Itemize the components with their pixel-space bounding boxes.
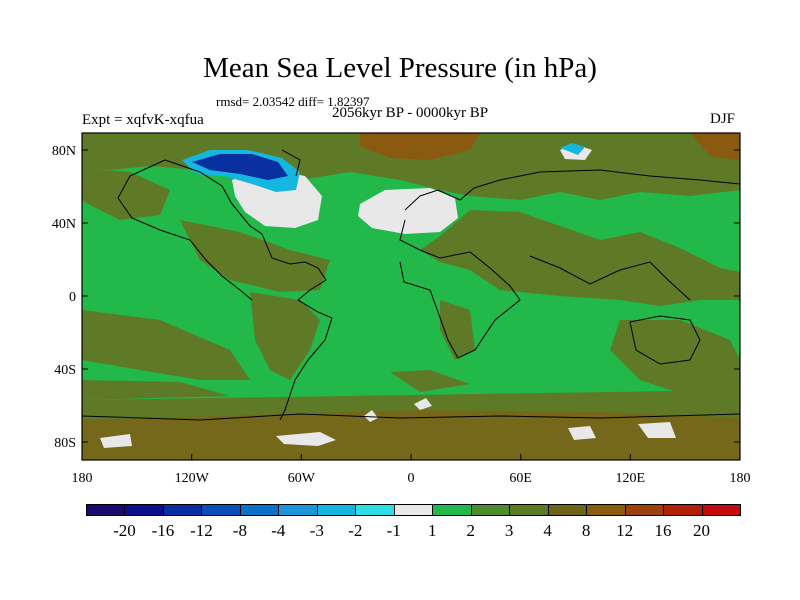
season-label: DJF: [710, 111, 736, 127]
negative-anomaly-regions: [182, 143, 585, 192]
colorbar-label: -3: [309, 521, 324, 540]
x-axis-labels: 180 120W 60W 0 60E 120E 180: [72, 471, 751, 486]
colorbar-label: 16: [654, 521, 672, 540]
colorbar-label: -2: [348, 521, 363, 540]
period-label: 2056kyr BP - 0000kyr BP: [331, 105, 489, 121]
experiment-label: Expt = xqfvK-xqfua: [82, 112, 204, 128]
x-tick-label: 0: [408, 471, 415, 486]
colorbar-swatch: [316, 504, 357, 516]
y-tick-label: 40N: [52, 217, 76, 232]
colorbar-label: 4: [543, 521, 552, 540]
colorbar-swatch: [201, 504, 241, 516]
colorbar-label: 8: [581, 521, 591, 540]
colorbar-label: -16: [151, 521, 175, 540]
x-axis-ticks: [81, 454, 741, 460]
coastlines: [82, 149, 740, 421]
x-tick-label: 60W: [288, 471, 316, 486]
near-zero-regions: [100, 144, 676, 448]
colorbar-label: -4: [271, 521, 286, 540]
colorbar-swatch: [355, 504, 395, 516]
x-tick-label: 120W: [175, 471, 210, 486]
colorbar-swatch: [162, 504, 203, 516]
colorbar-swatch: [509, 504, 549, 516]
y-tick-label: 40S: [54, 363, 76, 378]
stats-label: rmsd= 2.03542 diff= 1.82397: [216, 94, 370, 109]
colorbar-swatch: [239, 504, 280, 516]
colorbar-swatch: [393, 504, 434, 516]
colorbar-swatch: [432, 504, 472, 516]
colorbar-swatch: [663, 504, 703, 516]
colorbar-label: 20: [693, 521, 711, 540]
colorbar-swatch: [586, 504, 626, 516]
colorbar-label: -1: [386, 521, 401, 540]
colorbar-label: -8: [232, 521, 247, 540]
colorbar-label: -20: [113, 521, 136, 540]
colorbar-swatch: [547, 504, 588, 516]
map-plot-area: [82, 133, 740, 460]
colorbar-swatch: [124, 504, 164, 516]
y-axis-ticks: [82, 149, 740, 443]
y-axis-labels: 80N 40N 0 40S 80S: [52, 144, 76, 451]
colorbar-swatch: [470, 504, 511, 516]
x-tick-label: 180: [730, 471, 751, 486]
colorbar-label: -12: [190, 521, 213, 540]
x-tick-label: 180: [72, 471, 93, 486]
colorbar-swatch: [701, 504, 741, 516]
colorbar-swatch: [278, 504, 318, 516]
colorbar-swatch: [624, 504, 665, 516]
colorbar-label: 2: [466, 521, 475, 540]
x-tick-label: 60E: [509, 471, 532, 486]
colorbar-swatch: [86, 504, 126, 516]
y-tick-label: 80S: [54, 436, 76, 451]
plot-title: Mean Sea Level Pressure (in hPa): [203, 52, 597, 84]
y-tick-label: 0: [69, 290, 76, 305]
colorbar-label: 1: [427, 521, 437, 540]
high-positive-regions: [82, 133, 740, 460]
y-tick-label: 80N: [52, 144, 76, 159]
colorbar-label: 3: [504, 521, 514, 540]
colorbar-label: 12: [616, 521, 634, 540]
x-tick-label: 120E: [616, 471, 646, 486]
